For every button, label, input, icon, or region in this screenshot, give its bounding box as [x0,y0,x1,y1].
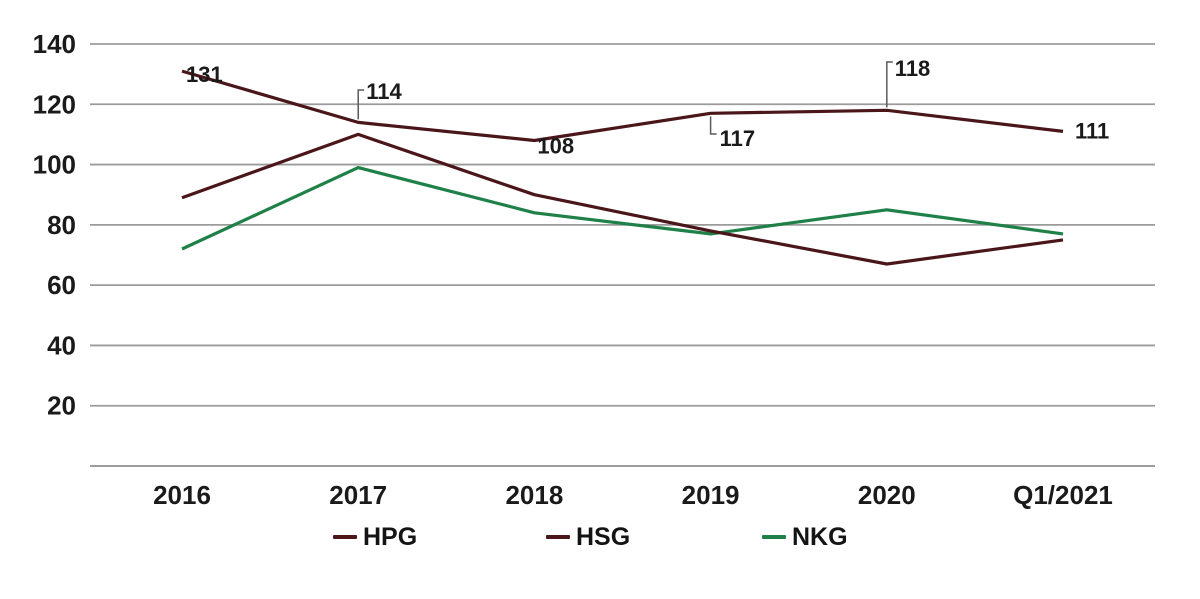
data-label: 117 [720,126,756,151]
data-label-leader-line [886,61,893,108]
legend-swatch-hpg-icon [333,535,357,539]
legend-item-nkg: NKG [762,522,848,552]
series-line-hpg [181,69,1064,143]
legend-label-hpg: HPG [363,523,418,551]
legend-item-hsg: HSG [546,522,630,552]
data-label-leader-line [709,116,717,135]
legend-label-hsg: HSG [576,523,631,551]
x-tick-label: 2019 [682,480,740,510]
legend-swatch-nkg-icon [762,535,786,539]
legend-swatch-hsg-icon [546,535,570,539]
x-tick-label: 2016 [153,480,211,510]
y-tick-label: 140 [33,29,76,59]
x-tick-label: 2020 [858,480,916,510]
series-line-hsg [181,132,1064,266]
data-label: 111 [1075,118,1109,143]
x-tick-label: 2017 [329,480,387,510]
data-label-leader-line [357,89,365,120]
y-tick-label: 20 [47,391,76,421]
y-tick-label: 80 [47,210,76,240]
data-label: 131 [186,62,223,87]
x-tick-label: 2018 [505,480,563,510]
data-label: 114 [366,79,402,104]
series-line-nkg [181,166,1064,251]
data-label: 108 [537,133,574,158]
y-tick-label: 100 [33,150,76,180]
chart-legend: HPG HSG NKG [0,522,1200,554]
y-tick-label: 60 [47,270,76,300]
x-tick-label: Q1/2021 [1013,480,1113,510]
legend-label-nkg: NKG [792,523,848,551]
y-tick-label: 120 [33,89,76,119]
y-tick-label: 40 [47,330,76,360]
legend-item-hpg: HPG [333,522,417,552]
data-label: 118 [895,56,931,81]
